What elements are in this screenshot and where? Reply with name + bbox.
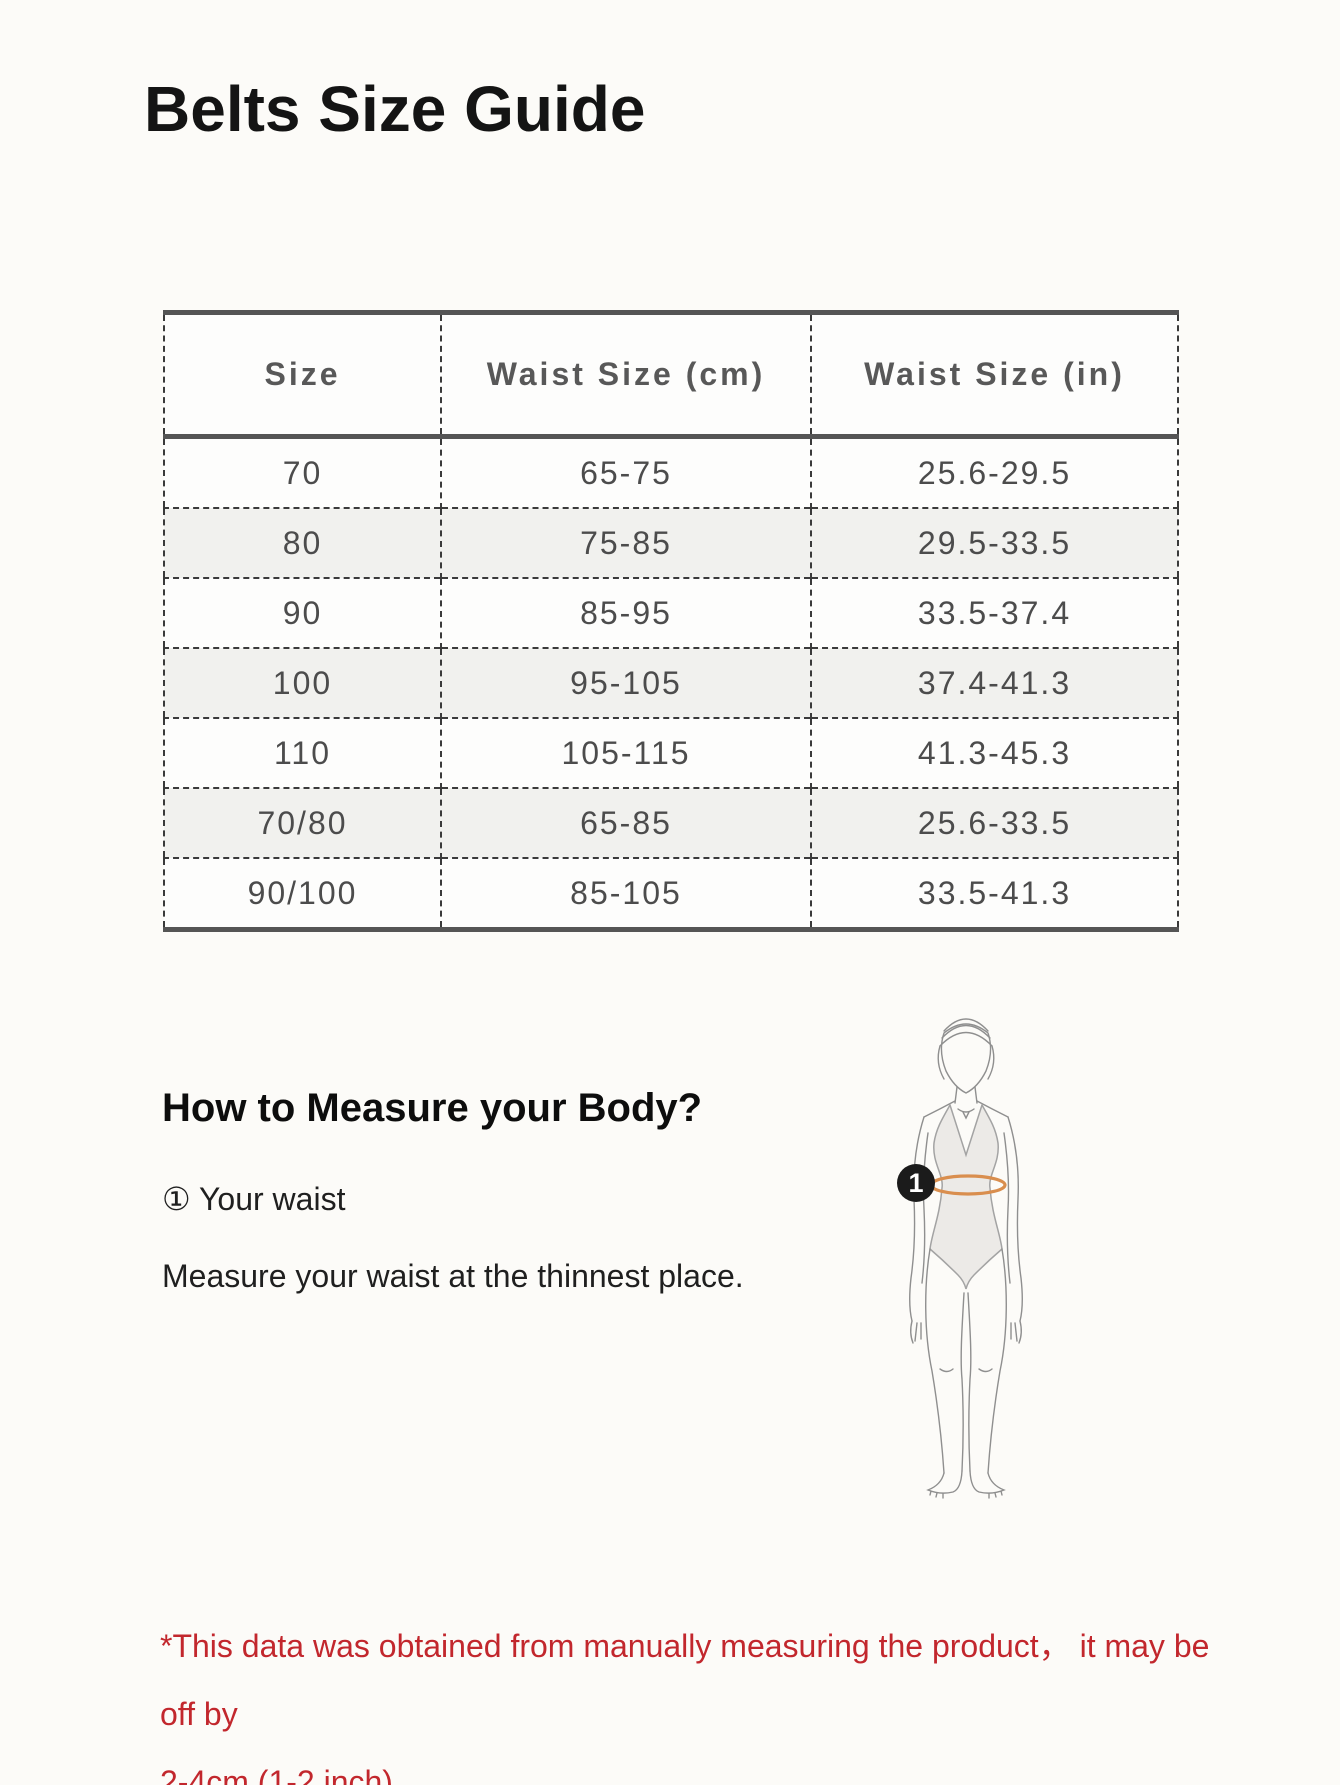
footnote-line-1: *This data was obtained from manually me… (160, 1628, 1210, 1732)
table-row: 70 65-75 25.6-29.5 (164, 436, 1178, 508)
table-row: 90/100 85-105 33.5-41.3 (164, 857, 1178, 930)
figure-arms (909, 1116, 1023, 1344)
size-table: Size Waist Size (cm) Waist Size (in) 70 … (163, 310, 1179, 932)
size-table-header-row: Size Waist Size (cm) Waist Size (in) (164, 312, 1178, 439)
figure-neck-shoulders (923, 1086, 1009, 1120)
size-cell: 100 (164, 647, 441, 718)
footnote: *This data was obtained from manually me… (160, 1612, 1220, 1785)
waist-marker-number: 1 (908, 1168, 923, 1198)
size-cell: 110 (164, 717, 441, 788)
figure-legs (925, 1248, 1007, 1499)
size-cell: 80 (164, 507, 441, 578)
waist-in-cell: 33.5-37.4 (810, 577, 1178, 648)
column-header-waist-cm: Waist Size (cm) (440, 312, 811, 439)
body-figure-illustration: 1 (860, 1003, 1072, 1503)
waist-marker-badge: 1 (897, 1164, 935, 1202)
waist-in-cell: 25.6-33.5 (810, 787, 1178, 858)
footnote-line-2: 2-4cm (1-2 inch) (160, 1764, 393, 1785)
measure-instruction: Measure your waist at the thinnest place… (162, 1258, 744, 1294)
waist-in-cell: 41.3-45.3 (810, 717, 1178, 788)
step-one-label: ① Your waist (162, 1181, 346, 1217)
table-row: 70/80 65-85 25.6-33.5 (164, 787, 1178, 858)
waist-cm-cell: 95-105 (440, 647, 811, 718)
figure-head (940, 1023, 992, 1094)
table-row: 80 75-85 29.5-33.5 (164, 507, 1178, 578)
waist-in-cell: 33.5-41.3 (810, 857, 1178, 930)
size-table-container: Size Waist Size (cm) Waist Size (in) 70 … (163, 310, 1179, 932)
waist-cm-cell: 75-85 (440, 507, 811, 578)
column-header-size: Size (164, 312, 441, 439)
size-cell: 90 (164, 577, 441, 648)
waist-cm-cell: 85-105 (440, 857, 811, 930)
waist-cm-cell: 85-95 (440, 577, 811, 648)
waist-cm-cell: 65-75 (440, 436, 811, 508)
figure-hair (937, 1018, 995, 1080)
size-cell: 70 (282, 454, 323, 491)
column-header-waist-in: Waist Size (in) (810, 312, 1178, 439)
table-row: 90 85-95 33.5-37.4 (164, 577, 1178, 648)
waist-in-cell: 37.4-41.3 (810, 647, 1178, 718)
waist-in-cell: 25.6-29.5 (810, 436, 1178, 508)
table-row: 100 95-105 37.4-41.3 (164, 647, 1178, 718)
size-cell: 70/80 (164, 787, 441, 858)
measure-heading: How to Measure your Body? (162, 1086, 703, 1130)
figure-swimsuit (929, 1103, 1003, 1290)
waist-cm-cell: 105-115 (440, 717, 811, 788)
page-title: Belts Size Guide (144, 73, 646, 145)
size-cell: 90/100 (164, 857, 441, 930)
waist-in-cell: 29.5-33.5 (810, 507, 1178, 578)
waist-cm-cell: 65-85 (440, 787, 811, 858)
table-row: 110 105-115 41.3-45.3 (164, 717, 1178, 788)
